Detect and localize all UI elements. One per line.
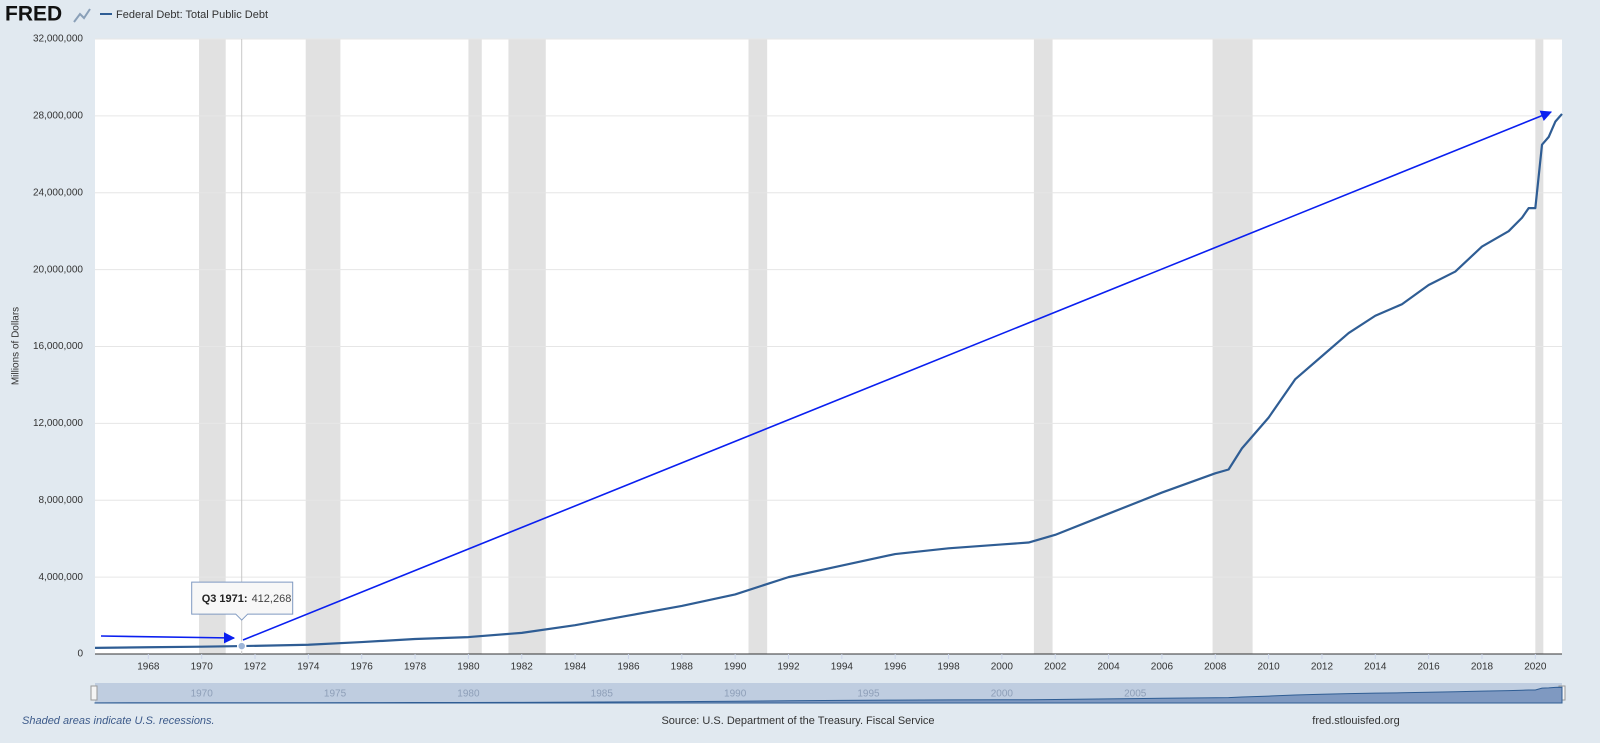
- navigator-tick-label: 2000: [991, 689, 1014, 700]
- x-tick-label: 2008: [1204, 662, 1227, 673]
- x-tick-label: 1996: [884, 662, 907, 673]
- tooltip-value: 412,268: [252, 593, 292, 605]
- navigator-tick-label: 1985: [591, 689, 614, 700]
- y-tick-label: 24,000,000: [33, 187, 83, 198]
- y-tick-label: 28,000,000: [33, 111, 83, 122]
- x-tick-label: 1988: [671, 662, 694, 673]
- x-tick-label: 1984: [564, 662, 587, 673]
- footer-note: Shaded areas indicate U.S. recessions.: [22, 715, 215, 727]
- annotation-arrow: [242, 110, 1553, 641]
- tooltip-box: [191, 581, 294, 621]
- x-tick-label: 2002: [1044, 662, 1067, 673]
- line-series: [94, 113, 1563, 649]
- x-tick-label: 1982: [511, 662, 534, 673]
- x-tick-label: 2000: [991, 662, 1014, 673]
- y-tick-label: 12,000,000: [33, 418, 83, 429]
- x-tick-label: 1992: [777, 662, 800, 673]
- y-tick-label: 4,000,000: [39, 572, 84, 583]
- x-tick-label: 2014: [1364, 662, 1387, 673]
- footer-source: Source: U.S. Department of the Treasury.…: [661, 715, 934, 727]
- x-tick-label: 1974: [297, 662, 320, 673]
- y-tick-label: 20,000,000: [33, 264, 83, 275]
- navigator-tick-label: 1970: [191, 689, 214, 700]
- x-tick-label: 1990: [724, 662, 747, 673]
- x-tick-label: 2006: [1151, 662, 1174, 673]
- x-tick-label: 1980: [457, 662, 480, 673]
- x-tick-label: 1978: [404, 662, 427, 673]
- y-tick-label: 32,000,000: [33, 34, 83, 45]
- y-tick-label: 16,000,000: [33, 341, 83, 352]
- x-tick-label: 2018: [1471, 662, 1494, 673]
- x-tick-label: 1986: [617, 662, 640, 673]
- navigator-tick-label: 1975: [324, 689, 347, 700]
- x-tick-label: 2020: [1524, 662, 1547, 673]
- annotation-arrow: [100, 632, 236, 644]
- tooltip-date: Q3 1971:: [202, 593, 248, 605]
- navigator-handle[interactable]: [90, 685, 98, 701]
- navigator-tick-label: 1980: [457, 689, 480, 700]
- logo-icon: [73, 8, 91, 23]
- x-tick-label: 2010: [1257, 662, 1280, 673]
- x-tick-label: 1972: [244, 662, 267, 673]
- navigator-tick-label: 1995: [857, 689, 880, 700]
- x-tick-label: 1976: [351, 662, 374, 673]
- x-tick-label: 2012: [1311, 662, 1334, 673]
- x-tick-label: 1998: [937, 662, 960, 673]
- navigator-tick-label: 2005: [1124, 689, 1147, 700]
- tooltip-marker: [236, 641, 247, 651]
- legend-label[interactable]: Federal Debt: Total Public Debt: [116, 9, 268, 21]
- logo[interactable]: FRED: [5, 3, 62, 26]
- y-tick-label: 0: [77, 649, 83, 660]
- tooltip-text: Q3 1971: 412,268: [202, 593, 292, 605]
- x-tick-label: 2016: [1418, 662, 1441, 673]
- navigator-tick-label: 1990: [724, 689, 747, 700]
- navigator-area: [94, 686, 1563, 704]
- footer-site[interactable]: fred.stlouisfed.org: [1312, 715, 1399, 727]
- y-axis-label: Millions of Dollars: [11, 307, 22, 385]
- y-tick-label: 8,000,000: [39, 495, 84, 506]
- x-tick-label: 1994: [831, 662, 854, 673]
- x-tick-label: 1968: [137, 662, 160, 673]
- x-tick-label: 2004: [1097, 662, 1120, 673]
- x-tick-label: 1970: [191, 662, 214, 673]
